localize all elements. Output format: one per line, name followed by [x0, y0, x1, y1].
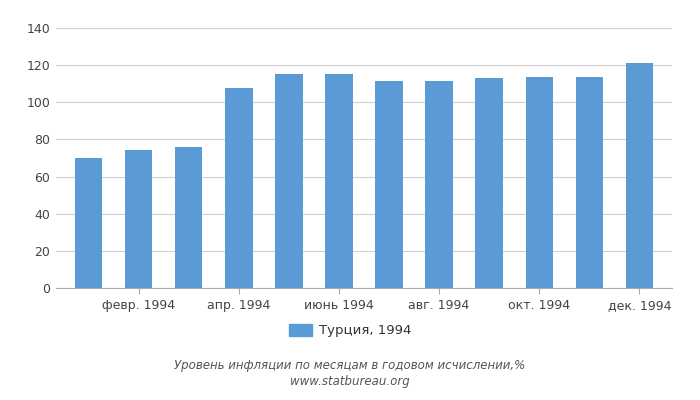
Bar — [575, 77, 603, 288]
Bar — [175, 147, 202, 288]
Bar — [526, 77, 553, 288]
Text: Уровень инфляции по месяцам в годовом исчислении,%: Уровень инфляции по месяцам в годовом ис… — [174, 360, 526, 372]
Bar — [626, 63, 653, 288]
Bar — [275, 74, 302, 288]
Bar — [326, 74, 353, 288]
Bar — [475, 78, 503, 288]
Text: www.statbureau.org: www.statbureau.org — [290, 376, 410, 388]
Bar — [426, 81, 453, 288]
Bar — [125, 150, 153, 288]
Bar — [375, 81, 402, 288]
Legend: Турция, 1994: Турция, 1994 — [284, 318, 416, 342]
Bar — [225, 88, 253, 288]
Bar — [75, 158, 102, 288]
